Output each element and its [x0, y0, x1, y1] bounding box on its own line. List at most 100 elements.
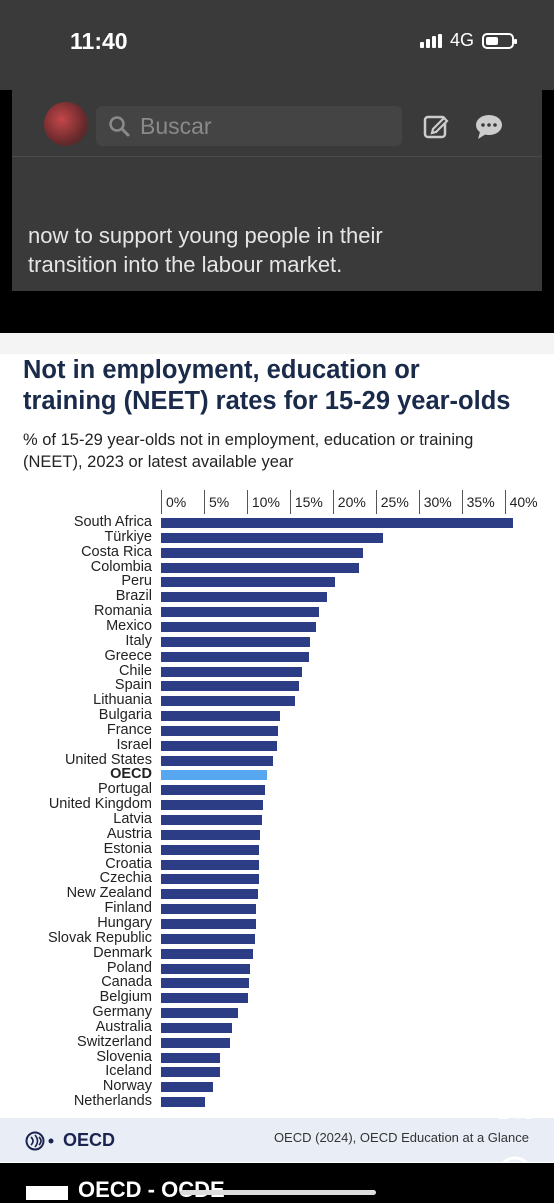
category-label: Czechia — [99, 870, 152, 887]
avatar[interactable] — [44, 102, 88, 146]
bar-portugal — [161, 785, 265, 796]
bar-italy — [161, 636, 311, 647]
bar-poland — [161, 963, 251, 974]
category-label: United States — [64, 751, 152, 768]
search-input[interactable]: Buscar — [96, 106, 402, 146]
category-label: Colombia — [90, 558, 152, 575]
like-button[interactable]: 248 — [490, 1050, 542, 1125]
category-label: Netherlands — [73, 1093, 152, 1110]
category-label: Costa Rica — [81, 543, 152, 560]
chart-title-line: training (NEET) rates for 15-29 year-old… — [23, 387, 511, 415]
bar-israel — [161, 740, 277, 751]
bar-australia — [161, 1022, 233, 1033]
chart-title: Not in employment, education or training… — [23, 355, 543, 417]
post-image-chart[interactable]: Not in employment, education or training… — [0, 333, 554, 1163]
status-time: 11:40 — [70, 28, 128, 54]
bar-t-rkiye — [161, 532, 383, 543]
bar-norway — [161, 1082, 213, 1093]
x-tick-label: 5% — [203, 490, 229, 514]
category-label: Chile — [118, 662, 152, 679]
category-label: Slovak Republic — [48, 929, 152, 946]
x-tick-label: 40% — [504, 490, 538, 514]
network-type: 4G — [449, 30, 474, 50]
search-icon — [109, 116, 130, 137]
category-label: Iceland — [105, 1063, 152, 1080]
category-label: Slovenia — [96, 1048, 152, 1065]
chart-title-line: Not in employment, education or — [23, 356, 420, 384]
category-label: Brazil — [115, 588, 152, 605]
category-label: Türkiye — [104, 528, 152, 545]
chart-subtitle-line: % of 15-29 year-olds not in employment, … — [23, 431, 474, 449]
x-tick-label: 15% — [289, 490, 323, 514]
bar-chile — [161, 666, 302, 677]
category-label: United Kingdom — [48, 796, 152, 813]
bar-united-states — [161, 755, 273, 766]
category-label: Italy — [125, 632, 152, 649]
thumbs-up-icon — [498, 1052, 536, 1092]
category-label: Bulgaria — [98, 707, 152, 724]
category-label: Lithuania — [93, 692, 152, 709]
bar-iceland — [161, 1067, 221, 1078]
bar-slovak-republic — [161, 933, 256, 944]
page-name[interactable]: OECD - OCDE — [78, 1177, 225, 1202]
x-axis-ticks: 0% 5% 10% 15% 20% 25% 30% 35% 40% — [0, 490, 554, 514]
messenger-icon[interactable] — [474, 112, 504, 140]
category-label: Spain — [114, 677, 152, 694]
search-placeholder: Buscar — [140, 112, 212, 139]
status-bar: 11:40 4G — [0, 0, 554, 90]
category-label: Canada — [101, 974, 152, 991]
bar-switzerland — [161, 1037, 230, 1048]
status-indicators: 4G — [419, 30, 517, 51]
bar-croatia — [161, 859, 259, 870]
category-label: Switzerland — [77, 1033, 152, 1050]
category-label: Israel — [116, 736, 152, 753]
category-label: Portugal — [97, 781, 152, 798]
category-label: Poland — [106, 959, 152, 976]
category-label: Hungary — [97, 914, 152, 931]
bar-netherlands — [161, 1097, 205, 1108]
x-tick-label: 0% — [161, 490, 186, 514]
category-label: Denmark — [93, 944, 152, 961]
page-avatar[interactable] — [26, 1186, 68, 1200]
oecd-logo-icon — [25, 1131, 54, 1150]
bar-france — [161, 725, 278, 736]
category-label: Romania — [93, 603, 152, 620]
bar-south-africa — [161, 518, 514, 528]
post-text-cut-line: now to support young people in their — [28, 223, 383, 248]
bar-oecd — [161, 770, 267, 781]
compose-icon[interactable] — [422, 112, 450, 140]
category-label: New Zealand — [66, 885, 152, 902]
bar-estonia — [161, 844, 259, 855]
category-label: Norway — [102, 1078, 152, 1095]
category-label: South Africa — [73, 514, 152, 530]
category-label: Austria — [106, 825, 152, 842]
home-indicator[interactable] — [180, 1190, 376, 1195]
bar-new-zealand — [161, 889, 259, 900]
chart-source: OECD (2024), OECD Education at a Glance — [273, 1130, 529, 1145]
bar-canada — [161, 978, 250, 989]
post-text-line: transition into the labour market. — [28, 252, 343, 277]
category-label: Croatia — [105, 855, 152, 872]
bar-finland — [161, 904, 257, 915]
bar-denmark — [161, 948, 253, 959]
category-label: Australia — [95, 1018, 152, 1035]
bar-belgium — [161, 993, 248, 1004]
category-label: Germany — [92, 1004, 152, 1021]
bar-czechia — [161, 874, 259, 885]
chart-footer: OECD OECD (2024), OECD Education at a Gl… — [0, 1118, 554, 1162]
card-top-band — [0, 333, 554, 354]
bar-costa-rica — [161, 547, 363, 558]
bar-bulgaria — [161, 711, 280, 722]
category-label: Estonia — [103, 840, 152, 857]
category-label: France — [106, 721, 152, 738]
bar-lithuania — [161, 696, 295, 707]
chart-subtitle: % of 15-29 year-olds not in employment, … — [23, 429, 538, 473]
oecd-logo-text: OECD — [63, 1130, 116, 1150]
chart-subtitle-line: (NEET), 2023 or latest available year — [23, 453, 294, 471]
x-tick-label: 20% — [332, 490, 366, 514]
category-label: Latvia — [113, 811, 152, 827]
category-label: Finland — [104, 900, 152, 917]
category-label: Peru — [121, 573, 152, 590]
bar-united-kingdom — [161, 800, 264, 811]
bar-slovenia — [161, 1052, 221, 1063]
